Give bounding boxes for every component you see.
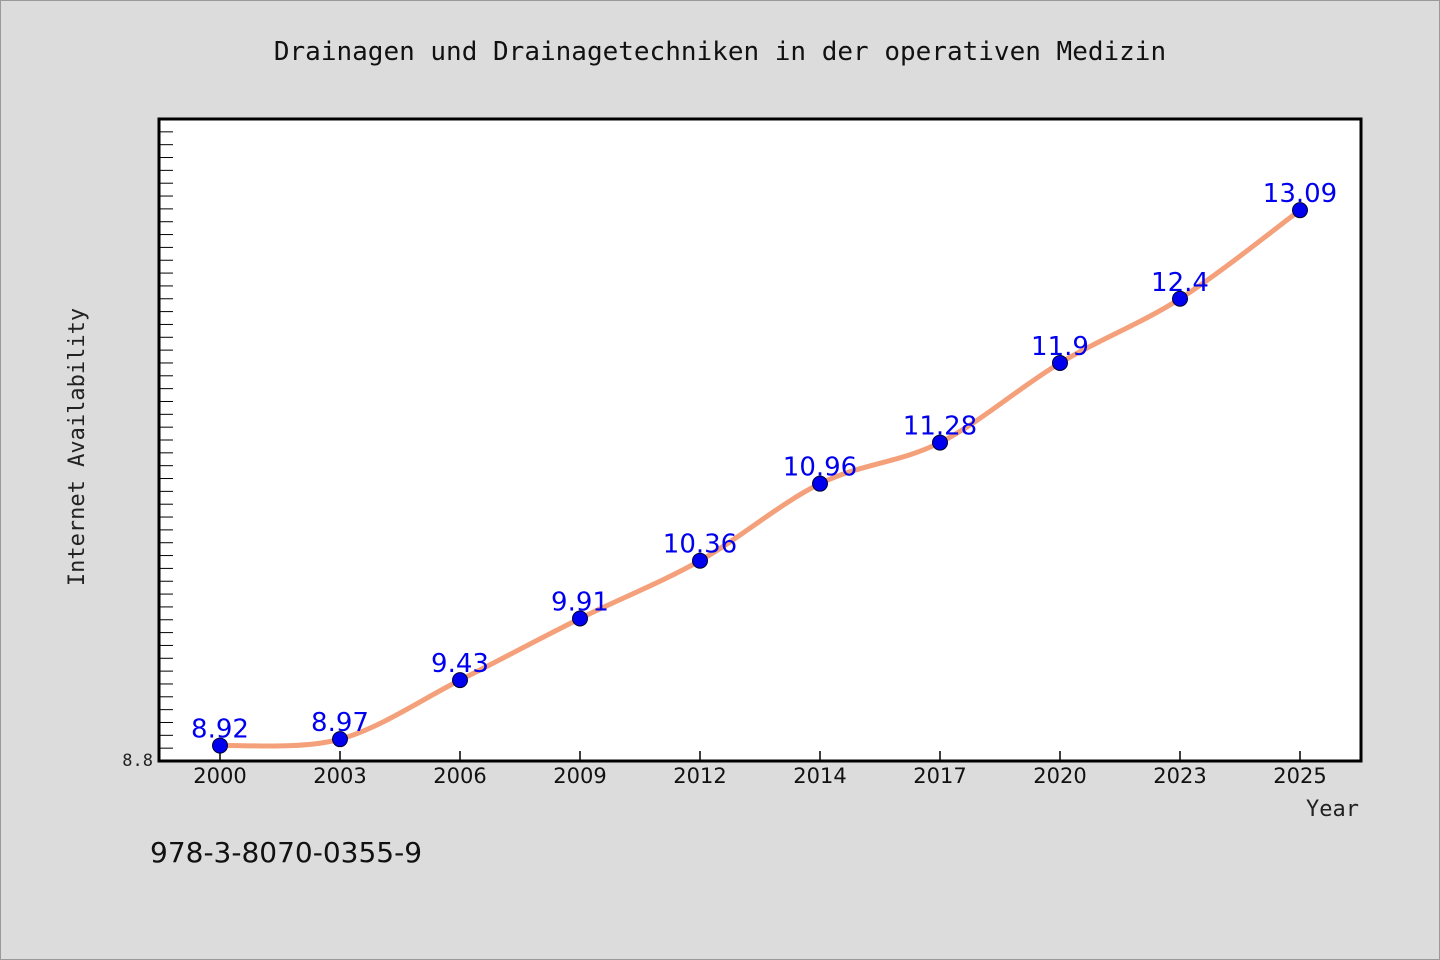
data-label: 9.91 [551, 587, 609, 617]
plot-area [157, 117, 1363, 763]
data-point [1052, 354, 1068, 371]
isbn-text: 978-3-8070-0355-9 [150, 836, 422, 869]
x-tick-label: 2017 [913, 764, 966, 788]
data-label: 8.92 [191, 715, 249, 745]
x-tick-label: 2000 [193, 764, 246, 788]
data-labels: 8.92 8.97 9.43 9.91 10.36 10.96 11.28 11.9 12.4 1… [191, 179, 1337, 744]
x-tick-label: 2012 [673, 764, 726, 788]
x-axis-label: Year [1306, 797, 1359, 822]
data-point [1172, 290, 1188, 307]
x-tick-label: 2025 [1273, 764, 1326, 788]
data-point [812, 475, 828, 492]
data-point [932, 434, 948, 451]
y-tick-label: 8.8 [122, 751, 153, 771]
data-point [572, 610, 588, 627]
x-tick-label: 2003 [313, 764, 366, 788]
data-label: 11.28 [903, 412, 977, 442]
x-tick-label: 2006 [433, 764, 486, 788]
chart-title: Drainagen und Drainagetechniken in der o… [274, 37, 1166, 67]
data-point [1292, 202, 1308, 219]
data-label: 13.09 [1263, 179, 1337, 209]
x-tick-label: 2020 [1033, 764, 1086, 788]
y-axis-label: Internet Availability [65, 308, 90, 586]
data-point [692, 552, 708, 569]
data-label: 8.97 [311, 708, 369, 738]
y-axis-ticks [159, 131, 173, 749]
data-label: 11.9 [1031, 332, 1089, 362]
data-markers [212, 202, 1308, 754]
data-label: 9.43 [431, 649, 489, 679]
x-axis-ticks: 2000 2003 2006 2009 2012 2014 2017 2020 2023 2025 [193, 751, 1327, 788]
series-line [217, 207, 1303, 749]
data-label: 12.4 [1151, 268, 1209, 298]
x-tick-label: 2014 [793, 764, 846, 788]
data-label: 10.36 [663, 530, 737, 560]
data-point [212, 737, 228, 754]
data-point [452, 672, 468, 689]
x-tick-label: 2009 [553, 764, 606, 788]
x-tick-label: 2023 [1153, 764, 1206, 788]
data-label: 10.96 [783, 453, 857, 483]
data-point [332, 731, 348, 748]
